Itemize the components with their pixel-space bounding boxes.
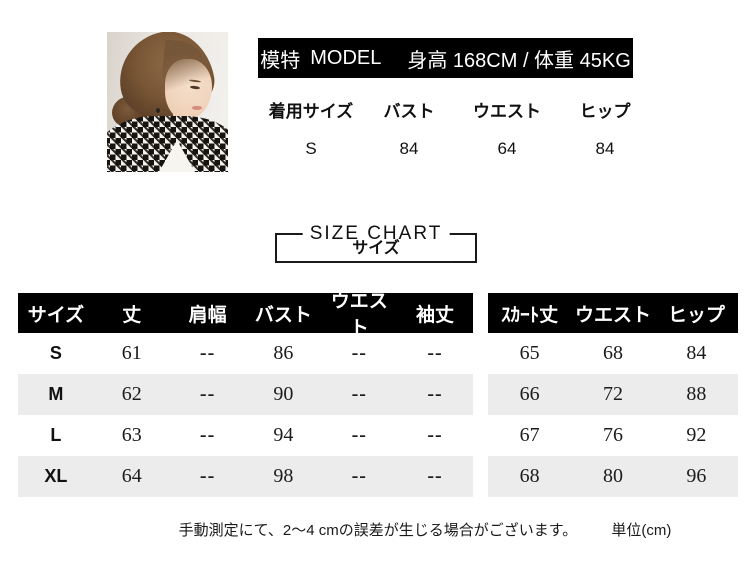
value-cell: 65 [519, 342, 540, 364]
measurement-note-text: 手動測定にて、2〜4 cmの誤差が生じる場合がございます。 [178, 522, 578, 539]
size-cell: M [48, 384, 64, 404]
size-chart-subtitle: サイズ [352, 240, 400, 257]
size-chart-title: SIZE CHART [302, 223, 450, 244]
header-cell-skirt-length: ｽｶｰﾄ丈 [501, 304, 559, 326]
header-cell-size: サイズ [27, 304, 85, 326]
fit-header-hip: ヒップ [579, 102, 631, 121]
value-cell: -- [351, 424, 367, 446]
size-cell: L [50, 425, 62, 445]
table-row-xl: XL 64 -- 98 -- -- [18, 456, 473, 497]
fit-header-row: 着用サイズ バスト ウエスト ヒップ [262, 97, 654, 122]
value-cell: 68 [602, 342, 623, 364]
value-cell: 98 [273, 465, 294, 487]
value-cell: 96 [686, 465, 707, 487]
value-cell: 67 [519, 424, 540, 446]
value-cell: 80 [602, 465, 623, 487]
table-row-l: 67 76 92 [488, 415, 738, 456]
table-row-xl: 68 80 96 [488, 456, 738, 497]
value-cell: 63 [121, 424, 142, 446]
header-cell-shoulder: 肩幅 [188, 304, 227, 326]
table-row-s: 65 68 84 [488, 333, 738, 374]
model-fit-table: 着用サイズ バスト ウエスト ヒップ S 84 64 84 [262, 97, 654, 159]
skirt-table-header-row: ｽｶｰﾄ丈 ウエスト ヒップ [488, 293, 738, 333]
value-cell: 64 [121, 465, 142, 487]
value-cell: -- [199, 383, 216, 405]
size-cell: S [49, 343, 62, 363]
value-cell: 88 [686, 383, 707, 405]
fit-value-hip: 84 [595, 139, 615, 158]
value-cell: -- [199, 465, 216, 487]
value-cell: -- [427, 424, 443, 446]
fit-value-waist: 64 [497, 139, 517, 158]
value-cell: 68 [519, 465, 540, 487]
fit-header-wearing-size: 着用サイズ [268, 102, 354, 121]
header-cell-waist: ウエスト [330, 291, 388, 339]
garment-size-table: サイズ 丈 肩幅 バスト ウエスト 袖丈 S 61 -- 86 -- -- M … [18, 291, 473, 497]
value-cell: -- [199, 424, 216, 446]
model-earring [156, 108, 160, 113]
banner-model-stats: 身高 168CM / 体重 45KG [407, 49, 631, 72]
value-cell: -- [427, 342, 443, 364]
value-cell: -- [351, 465, 367, 487]
table-row-s: S 61 -- 86 -- -- [18, 333, 473, 374]
fit-value-bust: 84 [399, 139, 419, 158]
table-row-l: L 63 -- 94 -- -- [18, 415, 473, 456]
value-cell: 84 [686, 342, 707, 364]
value-cell: 86 [273, 342, 294, 364]
value-cell: 94 [273, 424, 294, 446]
banner-label-en: MODEL [310, 46, 382, 69]
model-photo [107, 32, 228, 172]
header-cell-hip: ヒップ [667, 304, 725, 326]
header-cell-length: 丈 [122, 304, 142, 326]
size-cell: XL [44, 466, 68, 486]
size-chart-title-box: SIZE CHART サイズ [275, 223, 477, 263]
value-cell: -- [351, 342, 367, 364]
value-cell: -- [199, 342, 216, 364]
value-cell: 66 [519, 383, 540, 405]
value-cell: 90 [273, 383, 294, 405]
fit-header-waist: ウエスト [473, 102, 541, 121]
value-cell: 76 [602, 424, 623, 446]
header-cell-sleeve: 袖丈 [416, 304, 455, 326]
value-cell: 61 [121, 342, 142, 364]
table-row-m: 66 72 88 [488, 374, 738, 415]
model-info-banner: 模特 MODEL 身高 168CM / 体重 45KG [258, 38, 633, 78]
fit-value-size: S [305, 139, 317, 158]
fit-header-bust: バスト [383, 102, 435, 121]
measurement-note: 手動測定にて、2〜4 cmの誤差が生じる場合がございます。 単位(cm) [100, 519, 750, 540]
fit-value-row: S 84 64 84 [262, 139, 654, 159]
value-cell: 72 [602, 383, 623, 405]
value-cell: 62 [121, 383, 142, 405]
value-cell: -- [351, 383, 367, 405]
value-cell: -- [427, 383, 443, 405]
header-cell-bust: バスト [254, 304, 312, 326]
banner-label-cn: 模特 [260, 49, 301, 72]
skirt-size-table: ｽｶｰﾄ丈 ウエスト ヒップ 65 68 84 66 72 88 67 76 9… [488, 293, 738, 497]
value-cell: 92 [686, 424, 707, 446]
header-cell-waist: ウエスト [574, 304, 651, 326]
table-row-m: M 62 -- 90 -- -- [18, 374, 473, 415]
value-cell: -- [427, 465, 443, 487]
garment-table-header-row: サイズ 丈 肩幅 バスト ウエスト 袖丈 [18, 291, 473, 339]
unit-label: 単位(cm) [611, 522, 672, 539]
